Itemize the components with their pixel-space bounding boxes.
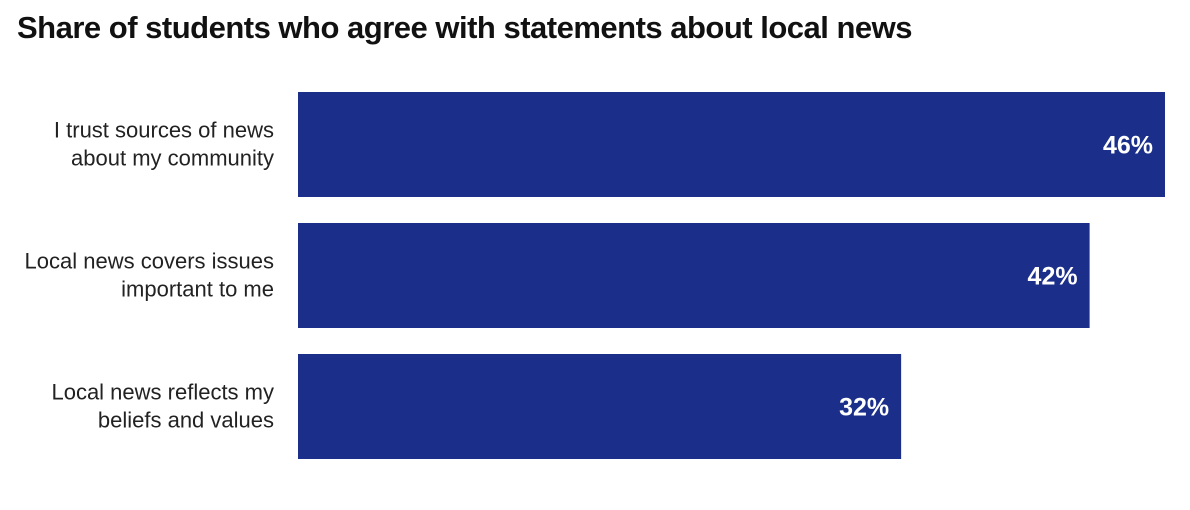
- category-label-line: Local news covers issues: [25, 249, 274, 274]
- bars-layer: 46% I trust sources of news about my commu…: [25, 92, 1165, 459]
- bar-3: [298, 354, 902, 459]
- category-label-line: I trust sources of news: [54, 118, 274, 143]
- category-label-line: about my community: [71, 146, 274, 171]
- value-label-3: 32%: [839, 394, 889, 422]
- value-label-1: 46%: [1103, 132, 1153, 160]
- category-label-2: Local news covers issues important to me: [25, 249, 274, 302]
- category-label-3: Local news reflects my beliefs and values: [51, 380, 274, 433]
- category-label-line: beliefs and values: [98, 408, 274, 433]
- category-label-line: Local news reflects my: [51, 380, 274, 405]
- value-label-2: 42%: [1028, 263, 1078, 291]
- chart-title: Share of students who agree with stateme…: [17, 10, 913, 45]
- category-label-1: I trust sources of news about my communit…: [54, 118, 274, 171]
- bar-2: [298, 223, 1090, 328]
- category-label-line: important to me: [121, 277, 274, 302]
- bar-1: [298, 92, 1165, 197]
